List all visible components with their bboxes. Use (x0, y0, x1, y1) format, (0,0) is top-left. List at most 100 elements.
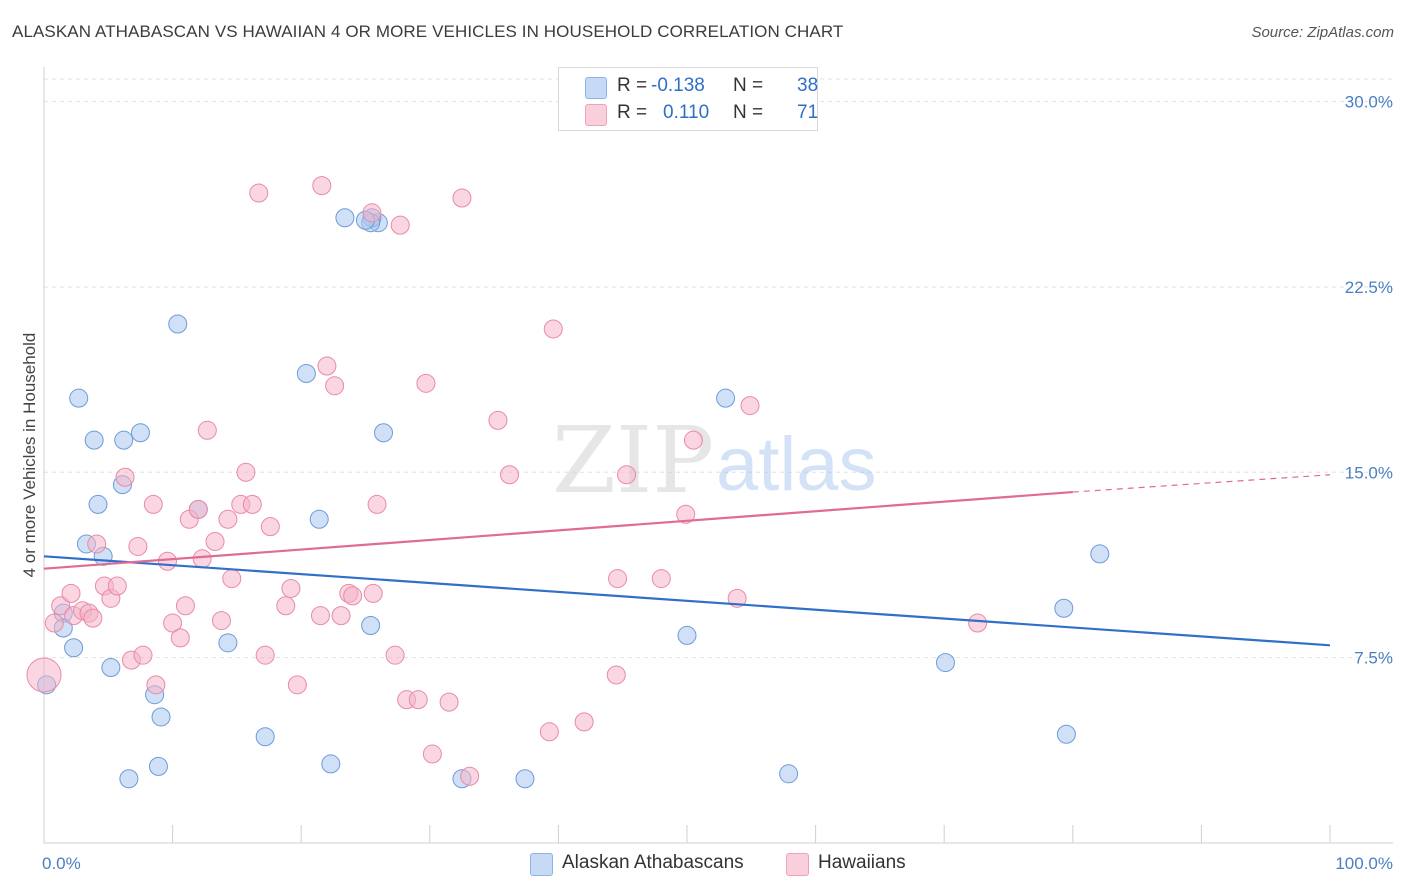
trend-lines (43, 474, 1331, 647)
y-tick-label: 22.5% (1345, 278, 1393, 297)
point-hawaiian (574, 712, 594, 732)
trend-line-athabascan (43, 555, 1331, 647)
series-hawaiians (26, 176, 988, 786)
point-alaskan-athabascan (677, 625, 697, 645)
point-alaskan-athabascan (1090, 544, 1110, 564)
x-tick-label-max: 100.0% (1335, 854, 1393, 873)
point-hawaiian (362, 203, 382, 223)
legend-r-value: 0.110 (663, 102, 710, 123)
point-hawaiian (287, 675, 307, 695)
point-alaskan-athabascan (935, 653, 955, 673)
legend-n-label: N = (733, 75, 764, 96)
point-hawaiian (608, 569, 628, 589)
legend-r-label: R = (617, 102, 648, 123)
watermark: ZIP atlas (552, 407, 877, 514)
point-hawaiian (83, 608, 103, 628)
point-hawaiian (26, 657, 62, 693)
bottom-legend-swatch-hawaiian (786, 853, 809, 876)
legend-swatch-hawaiian (585, 104, 607, 126)
point-hawaiian (416, 373, 436, 393)
legend-swatch-athabascan (585, 77, 607, 99)
point-alaskan-athabascan (101, 658, 121, 678)
point-hawaiian (740, 396, 760, 416)
bottom-legend-swatch-athabascan (530, 853, 553, 876)
point-hawaiian (218, 509, 238, 529)
point-hawaiian (408, 690, 428, 710)
watermark-zip: ZIP (552, 407, 714, 514)
point-hawaiian (968, 613, 988, 633)
point-hawaiian (488, 410, 508, 430)
chart-title: ALASKAN ATHABASCAN VS HAWAIIAN 4 OR MORE… (12, 22, 844, 41)
point-hawaiian (281, 578, 301, 598)
point-hawaiian (61, 583, 81, 603)
y-tick-label: 30.0% (1345, 93, 1393, 112)
point-alaskan-athabascan (114, 430, 134, 450)
point-hawaiian (651, 569, 671, 589)
point-hawaiian (606, 665, 626, 685)
point-alaskan-athabascan (374, 423, 394, 443)
y-tick-label: 7.5% (1354, 649, 1393, 668)
point-hawaiian (343, 586, 363, 606)
point-alaskan-athabascan (88, 494, 108, 514)
point-alaskan-athabascan (84, 430, 104, 450)
x-tick-label-min: 0.0% (42, 854, 81, 873)
point-hawaiian (683, 430, 703, 450)
point-alaskan-athabascan (130, 423, 150, 443)
point-alaskan-athabascan (515, 769, 535, 789)
point-alaskan-athabascan (361, 616, 381, 636)
point-alaskan-athabascan (218, 633, 238, 653)
point-hawaiian (500, 465, 520, 485)
point-hawaiian (236, 462, 256, 482)
y-tick-label: 15.0% (1345, 463, 1393, 482)
point-hawaiian (205, 531, 225, 551)
point-hawaiian (44, 613, 64, 633)
point-hawaiian (222, 569, 242, 589)
point-hawaiian (390, 215, 410, 235)
point-alaskan-athabascan (1056, 724, 1076, 744)
trend-line-hawaiian (43, 490, 1073, 570)
point-hawaiian (192, 549, 212, 569)
point-alaskan-athabascan (779, 764, 799, 784)
point-hawaiian (460, 766, 480, 786)
legend-n-value: 38 (797, 75, 819, 96)
bottom-legend-label: Hawaiians (818, 852, 906, 873)
point-hawaiian (242, 494, 262, 514)
point-hawaiian (157, 551, 177, 571)
point-alaskan-athabascan (151, 707, 171, 727)
point-hawaiian (115, 467, 135, 487)
point-hawaiian (255, 645, 275, 665)
legend-r-value: -0.138 (651, 75, 705, 96)
point-hawaiian (363, 583, 383, 603)
bottom-legend-label: Alaskan Athabascans (562, 852, 744, 873)
legend-r-label: R = (617, 75, 648, 96)
point-hawaiian (143, 494, 163, 514)
point-hawaiian (146, 675, 166, 695)
point-hawaiian (367, 494, 387, 514)
point-alaskan-athabascan (1054, 598, 1074, 618)
point-alaskan-athabascan (69, 388, 89, 408)
point-hawaiian (317, 356, 337, 376)
point-alaskan-athabascan (335, 208, 355, 228)
point-hawaiian (727, 588, 747, 608)
legend-n-value: 71 (797, 102, 819, 123)
axis-ticks: 7.5% 15.0% 22.5% 30.0% (172, 93, 1393, 843)
point-hawaiian (211, 611, 231, 631)
point-alaskan-athabascan (296, 363, 316, 383)
point-hawaiian (452, 188, 472, 208)
watermark-atlas: atlas (716, 422, 877, 507)
legend-n-label: N = (733, 102, 764, 123)
point-hawaiian (276, 596, 296, 616)
point-hawaiian (175, 596, 195, 616)
point-hawaiian (539, 722, 559, 742)
point-hawaiian (325, 376, 345, 396)
point-hawaiian (422, 744, 442, 764)
point-hawaiian (543, 319, 563, 339)
point-alaskan-athabascan (321, 754, 341, 774)
point-alaskan-athabascan (255, 727, 275, 747)
point-hawaiian (133, 645, 153, 665)
point-alaskan-athabascan (168, 314, 188, 334)
point-hawaiian (51, 596, 71, 616)
point-hawaiian (260, 517, 280, 537)
point-hawaiian (331, 606, 351, 626)
point-hawaiian (310, 606, 330, 626)
